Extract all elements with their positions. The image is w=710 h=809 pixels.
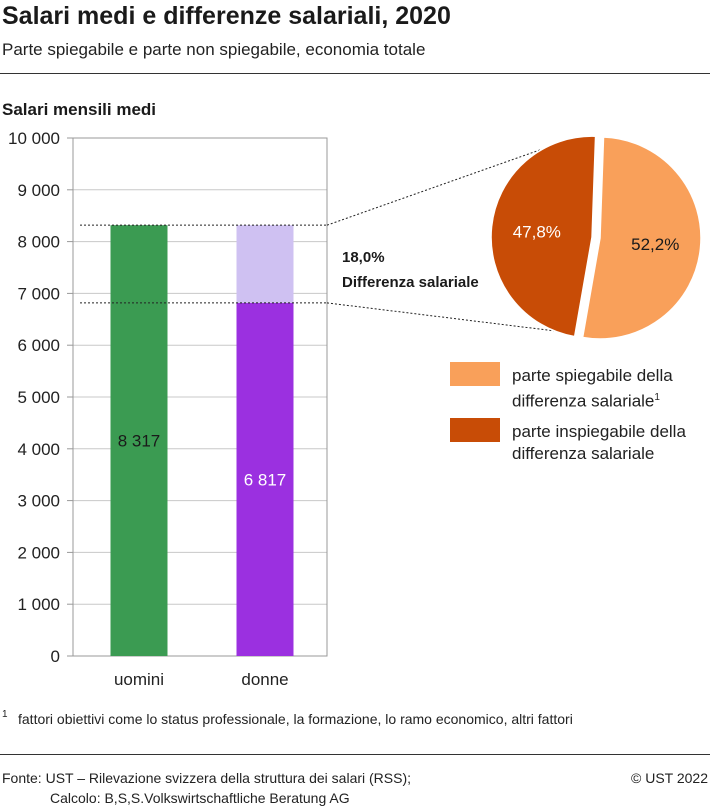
y-tick-label: 1 000: [17, 595, 60, 614]
connector-lines: [80, 137, 575, 332]
bar-value-label: 6 817: [244, 470, 287, 489]
y-tick-label: 4 000: [17, 440, 60, 459]
footer-divider: [0, 754, 710, 755]
header-divider: [0, 73, 710, 74]
source-line-1: Fonte: UST – Rilevazione svizzera della …: [2, 770, 412, 786]
x-tick-label: uomini: [114, 670, 164, 689]
chart-title: Salari medi e differenze salariali, 2020: [2, 2, 451, 30]
bar-value-label: 8 317: [118, 432, 161, 451]
y-tick-label: 2 000: [17, 543, 60, 562]
y-tick-label: 3 000: [17, 492, 60, 511]
wage-gap-label: Differenza salariale: [342, 274, 479, 291]
legend-unexplained-line1: parte inspiegabile della: [512, 422, 686, 441]
bars: 8 317 uomini 6 817 donne: [110, 225, 294, 689]
y-tick-label: 7 000: [17, 284, 60, 303]
footnote-text: fattori obiettivi come lo status profess…: [18, 711, 573, 727]
legend-label-unexplained: parte inspiegabile della differenza sala…: [512, 421, 686, 465]
y-tick-label: 9 000: [17, 181, 60, 200]
source-line-2: Calcolo: B,S,S.Volkswirtschaftliche Bera…: [50, 790, 350, 806]
legend-swatch-explained: [450, 362, 500, 386]
y-tick-label: 8 000: [17, 233, 60, 252]
legend-unexplained-line2: differenza salariale: [512, 444, 655, 463]
y-axis-label: Salari mensili medi: [2, 100, 157, 119]
y-tick-label: 5 000: [17, 388, 60, 407]
pie-value-label: 47,8%: [513, 222, 561, 241]
legend-footnote-mark: 1: [654, 392, 660, 403]
plot-frame: [72, 137, 328, 657]
chart-subtitle: Parte spiegabile e parte non spiegabile,…: [2, 40, 426, 59]
legend-swatch-unexplained: [450, 418, 500, 442]
pie-chart: 52,2% 47,8%: [490, 135, 702, 340]
wage-gap-value: 18,0%: [342, 249, 385, 266]
pie-slice: [581, 136, 702, 340]
y-tick-label: 0: [51, 647, 60, 666]
y-tick-label: 10 000: [8, 129, 60, 148]
legend-explained-line2: differenza salariale: [512, 391, 655, 411]
copyright: © UST 2022: [631, 770, 708, 786]
bar-donne: [236, 302, 294, 656]
x-tick-label: donne: [241, 670, 288, 689]
y-tick-label: 6 000: [17, 336, 60, 355]
pie-slice: [490, 135, 597, 338]
pie-value-label: 52,2%: [631, 235, 679, 254]
legend-label-explained: parte spiegabile della differenza salari…: [512, 365, 673, 413]
footnote-mark: 1: [2, 709, 8, 720]
bar-gap-segment: [236, 225, 294, 303]
bar-uomini: [110, 225, 168, 657]
legend-explained-line1: parte spiegabile della: [512, 366, 673, 385]
y-tick-labels: 0 1 000 2 000 3 000 4 000 5 000 6 000 7 000 8 00…: [8, 129, 60, 666]
